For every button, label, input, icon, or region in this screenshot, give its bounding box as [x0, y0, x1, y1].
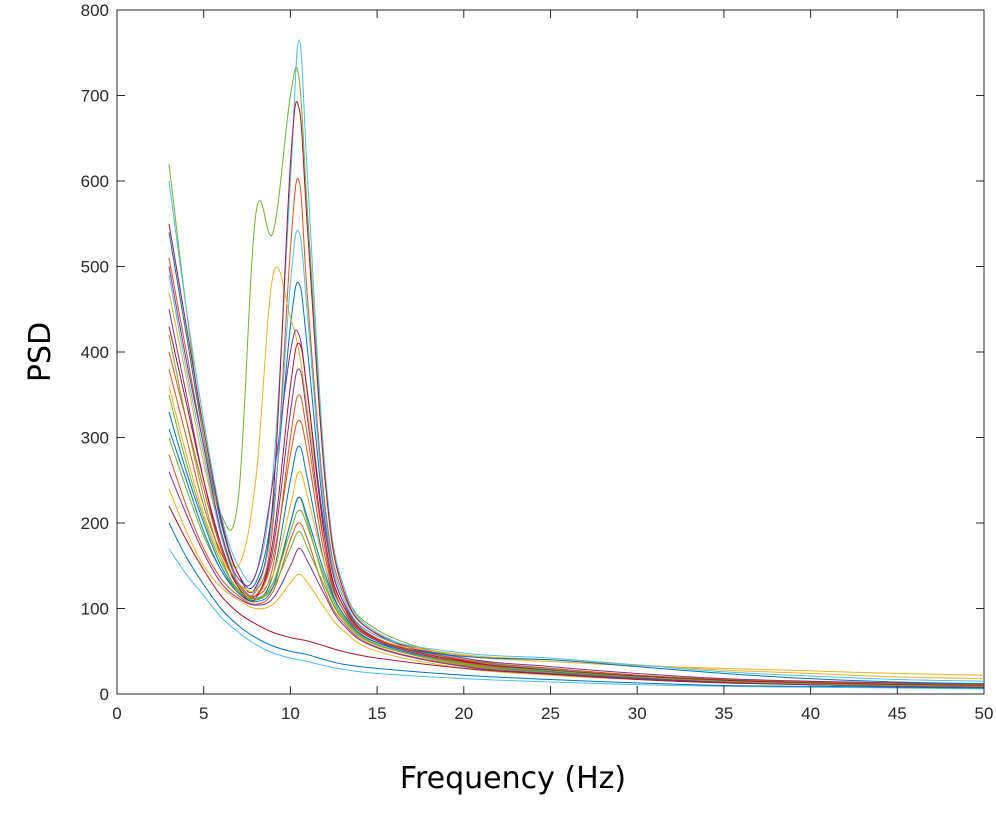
x-tick-label: 35: [714, 704, 733, 723]
series-line: [168, 428, 985, 685]
x-tick-label: 40: [801, 704, 820, 723]
x-tick-label: 30: [628, 704, 647, 723]
x-tick-label: 45: [888, 704, 907, 723]
series-line: [168, 229, 985, 682]
series-line: [168, 266, 985, 685]
y-tick-label: 800: [81, 1, 109, 20]
x-axis-ticks: 0 5 10 15 20 25 30 35 40 45 50: [112, 10, 993, 723]
y-tick-label: 0: [100, 685, 109, 704]
y-tick-label: 700: [81, 87, 109, 106]
x-tick-label: 20: [454, 704, 473, 723]
x-axis-title: Frequency (Hz): [400, 761, 626, 796]
series-line: [168, 394, 985, 687]
y-tick-label: 400: [81, 343, 109, 362]
series-line: [168, 386, 985, 680]
y-axis-ticks: 0 100 200 300 400 500 600 700 800: [81, 1, 984, 704]
y-tick-label: 100: [81, 600, 109, 619]
x-tick-label: 25: [541, 704, 560, 723]
x-tick-label: 5: [199, 704, 208, 723]
x-tick-label: 10: [281, 704, 300, 723]
plot-area: 0 5 10 15 20 25 30 35 40 45 50 0 100 200 300 400 500 600…: [81, 1, 994, 723]
series-line: [168, 548, 985, 690]
series-line: [168, 505, 985, 688]
x-tick-label: 0: [112, 704, 121, 723]
plot-frame: [116, 9, 985, 695]
series-line: [168, 471, 985, 688]
y-axis-title: PSD: [23, 322, 58, 382]
y-tick-label: 600: [81, 172, 109, 191]
series-line: [168, 522, 985, 689]
x-tick-label: 50: [975, 704, 994, 723]
series-line: [168, 368, 985, 686]
y-tick-label: 300: [81, 429, 109, 448]
x-tick-label: 15: [368, 704, 387, 723]
y-tick-label: 500: [81, 258, 109, 277]
y-tick-label: 200: [81, 514, 109, 533]
series-line: [168, 326, 985, 686]
series-layer: [168, 39, 985, 690]
